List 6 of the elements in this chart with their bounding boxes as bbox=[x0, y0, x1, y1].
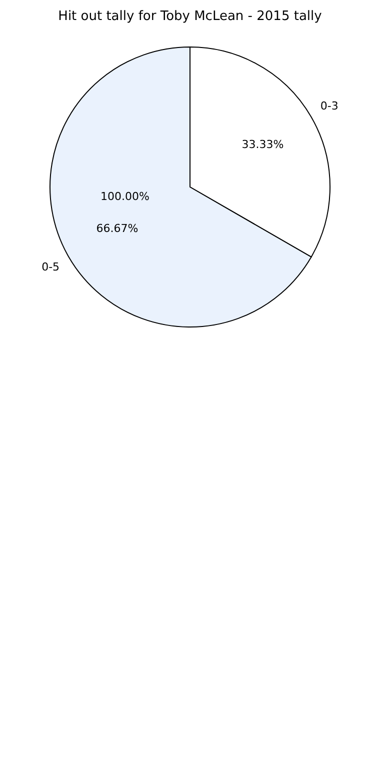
data-label: 33.33% bbox=[242, 138, 284, 151]
slice-label: 0-5 bbox=[42, 260, 60, 274]
slice-label: 0-3 bbox=[320, 99, 338, 112]
data-label: 66.67% bbox=[96, 222, 138, 236]
text: 100.00% bbox=[100, 190, 150, 203]
chart-title: Hit out tally for Toby McLean - 2015 tally bbox=[58, 9, 322, 24]
